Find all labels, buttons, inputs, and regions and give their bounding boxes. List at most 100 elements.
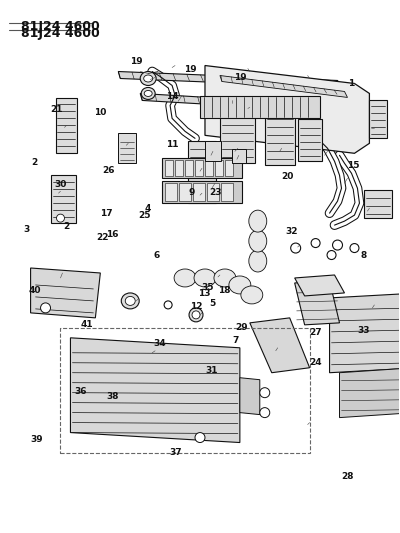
Bar [225, 160, 233, 176]
Ellipse shape [174, 269, 196, 287]
Text: 41: 41 [80, 320, 93, 329]
Ellipse shape [249, 210, 267, 232]
Text: 38: 38 [106, 392, 118, 401]
Ellipse shape [241, 286, 263, 304]
Bar [205, 141, 221, 161]
Text: 22: 22 [96, 233, 108, 242]
Bar [221, 183, 233, 201]
Text: 26: 26 [102, 166, 114, 175]
Ellipse shape [125, 296, 135, 305]
Polygon shape [140, 93, 314, 110]
Text: 27: 27 [309, 328, 322, 337]
Text: 35: 35 [202, 283, 214, 292]
Text: 13: 13 [198, 288, 210, 297]
Polygon shape [118, 71, 342, 87]
Text: 6: 6 [153, 252, 159, 260]
Bar [188, 141, 216, 203]
Ellipse shape [291, 243, 301, 253]
Text: 31: 31 [206, 366, 218, 375]
Polygon shape [70, 338, 240, 442]
Ellipse shape [332, 240, 342, 250]
Text: 81J24 4600: 81J24 4600 [21, 20, 99, 33]
Text: 34: 34 [154, 339, 166, 348]
Text: 12: 12 [190, 302, 202, 311]
Text: 19: 19 [184, 66, 196, 74]
Bar [50, 175, 76, 223]
Bar [215, 160, 223, 176]
Bar [364, 190, 392, 218]
Ellipse shape [141, 87, 155, 100]
Bar [179, 183, 191, 201]
Polygon shape [330, 293, 400, 373]
Text: 4: 4 [145, 204, 151, 213]
Bar [56, 99, 78, 154]
Ellipse shape [229, 276, 251, 294]
Polygon shape [30, 268, 100, 318]
Text: 1: 1 [348, 78, 354, 87]
Text: 36: 36 [74, 387, 87, 396]
Text: 30: 30 [54, 180, 67, 189]
Text: 7: 7 [233, 336, 239, 345]
Ellipse shape [249, 230, 267, 252]
Text: 40: 40 [28, 286, 41, 295]
Text: 18: 18 [218, 286, 230, 295]
Bar [195, 160, 203, 176]
Bar [175, 160, 183, 176]
Bar [118, 133, 136, 163]
Bar [162, 158, 242, 178]
Text: 5: 5 [209, 299, 215, 308]
Bar [200, 96, 320, 118]
Ellipse shape [56, 214, 64, 222]
Ellipse shape [214, 269, 236, 287]
Text: 14: 14 [166, 92, 178, 101]
Text: 20: 20 [282, 172, 294, 181]
Text: 9: 9 [189, 188, 195, 197]
Text: 29: 29 [236, 323, 248, 332]
Ellipse shape [140, 71, 156, 85]
Text: 3: 3 [24, 225, 30, 234]
Bar [205, 160, 213, 176]
Bar [165, 183, 177, 201]
Bar [185, 160, 193, 176]
Text: 19: 19 [234, 73, 246, 82]
Bar [298, 119, 322, 161]
Text: 19: 19 [130, 58, 142, 66]
Text: 32: 32 [286, 228, 298, 237]
Polygon shape [340, 368, 400, 417]
Ellipse shape [260, 387, 270, 398]
Bar [60, 328, 310, 453]
Ellipse shape [249, 250, 267, 272]
Text: 24: 24 [309, 358, 322, 367]
Text: 17: 17 [100, 209, 113, 218]
Ellipse shape [192, 311, 200, 319]
Bar [207, 183, 219, 201]
Text: 39: 39 [30, 435, 43, 444]
Text: 33: 33 [357, 326, 370, 335]
Bar [165, 160, 173, 176]
Polygon shape [295, 275, 344, 296]
Bar [265, 110, 295, 165]
Ellipse shape [260, 408, 270, 417]
Ellipse shape [144, 75, 153, 82]
Bar [232, 149, 246, 163]
Text: 23: 23 [210, 188, 222, 197]
Text: 21: 21 [50, 105, 63, 114]
Text: 11: 11 [166, 140, 178, 149]
Ellipse shape [327, 251, 336, 260]
Text: 37: 37 [170, 448, 182, 457]
Text: 81J24 4600: 81J24 4600 [21, 27, 99, 39]
Text: 2: 2 [32, 158, 38, 167]
Text: 10: 10 [94, 108, 106, 117]
Bar [162, 181, 242, 203]
Text: 28: 28 [341, 472, 354, 481]
Polygon shape [205, 66, 370, 154]
Ellipse shape [121, 293, 139, 309]
Bar [193, 183, 205, 201]
Polygon shape [295, 281, 340, 325]
Text: 15: 15 [347, 161, 360, 170]
Ellipse shape [189, 308, 203, 322]
Polygon shape [220, 76, 348, 98]
Text: 8: 8 [360, 252, 366, 260]
Ellipse shape [311, 239, 320, 247]
Text: 16: 16 [106, 230, 118, 239]
